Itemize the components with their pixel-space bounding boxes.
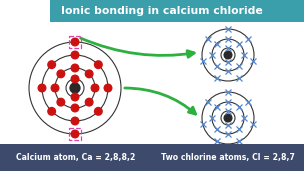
Circle shape	[224, 51, 232, 59]
Circle shape	[48, 108, 55, 115]
Circle shape	[95, 108, 102, 115]
Circle shape	[48, 61, 55, 68]
Circle shape	[85, 70, 93, 78]
Text: Two chlorine atoms, Cl = 2,8,7: Two chlorine atoms, Cl = 2,8,7	[161, 153, 295, 162]
Bar	[69, 128, 81, 140]
Circle shape	[71, 117, 79, 125]
Circle shape	[95, 61, 102, 68]
Bar	[50, 0, 304, 22]
Circle shape	[70, 83, 80, 93]
Circle shape	[71, 104, 79, 112]
Text: Ionic bonding in calcium chloride: Ionic bonding in calcium chloride	[61, 6, 263, 16]
Circle shape	[57, 98, 65, 106]
Circle shape	[85, 98, 93, 106]
Circle shape	[71, 130, 79, 138]
Text: Calcium atom, Ca = 2,8,8,2: Calcium atom, Ca = 2,8,8,2	[16, 153, 136, 162]
Circle shape	[104, 84, 112, 92]
Circle shape	[71, 38, 79, 46]
Circle shape	[71, 51, 79, 59]
Circle shape	[38, 84, 46, 92]
Circle shape	[51, 84, 59, 92]
Circle shape	[57, 70, 65, 78]
Bar	[69, 36, 81, 48]
Bar	[152, 144, 304, 171]
Circle shape	[71, 64, 79, 72]
Circle shape	[224, 114, 232, 122]
Circle shape	[71, 93, 79, 101]
Circle shape	[71, 75, 79, 83]
Bar	[0, 144, 152, 171]
Circle shape	[91, 84, 99, 92]
